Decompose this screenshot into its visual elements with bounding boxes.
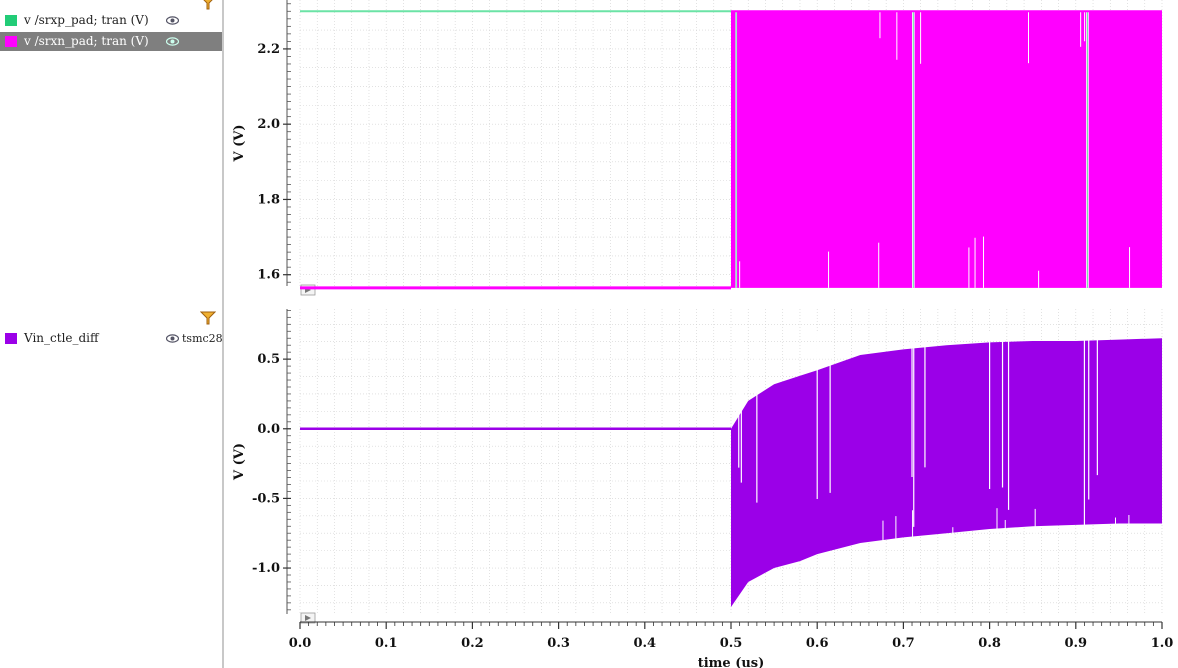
legend-item-srxn-pad[interactable]: v /srxn_pad; tran (V) (0, 32, 222, 51)
x-tick-label: 0.6 (806, 636, 829, 651)
x-axis-title: time (us) (698, 656, 765, 668)
legend-swatch-vin (5, 333, 17, 344)
x-tick-label: 1.0 (1151, 636, 1174, 651)
x-tick-label: 0.0 (289, 636, 312, 651)
legend-item-srxp-pad[interactable]: v /srxp_pad; tran (V) (0, 11, 222, 30)
legend-extra-text: tsmc28 (182, 332, 222, 345)
legend-label: v /srxp_pad; tran (V) (24, 13, 149, 27)
series-srxn-band (731, 11, 1162, 288)
x-axis: 0.0 0.1 0.2 0.3 0.4 0.5 0.6 0.7 0.8 0.9 1.0 time (u… (289, 621, 1174, 668)
filter-icon[interactable] (200, 0, 216, 10)
x-tick-label: 0.7 (892, 636, 915, 651)
y-tick-label: 0.5 (257, 352, 280, 367)
x-tick-label: 0.8 (978, 636, 1001, 651)
x-tick-label: 0.9 (1064, 636, 1087, 651)
y-tick-label: 2.2 (257, 42, 280, 57)
x-tick-label: 0.4 (633, 636, 656, 651)
legend-item-vin-ctle-diff[interactable]: Vin_ctle_diff tsmc28 (0, 329, 222, 348)
legend-label: v /srxn_pad; tran (V) (24, 34, 149, 48)
y-tick-label: 0.0 (257, 422, 280, 437)
y-tick-label: 1.6 (257, 268, 280, 283)
y-axis-title: V (V) (232, 443, 247, 481)
series-vin-envelope (731, 338, 1162, 607)
eye-icon[interactable] (166, 37, 179, 46)
y-tick-label: 1.8 (257, 192, 280, 207)
x-tick-label: 0.5 (720, 636, 743, 651)
eye-icon[interactable] (166, 16, 179, 25)
play-icon (305, 615, 311, 621)
eye-icon[interactable] (166, 334, 179, 343)
x-tick-label: 0.2 (461, 636, 484, 651)
y-axis-title: V (V) (232, 124, 247, 162)
filter-icon[interactable] (200, 311, 216, 325)
legend-swatch-srxn (5, 36, 17, 47)
y-tick-label: -0.5 (252, 491, 280, 506)
legend-label: Vin_ctle_diff (24, 331, 99, 345)
legend-divider (222, 0, 224, 668)
legend-pane: v /srxp_pad; tran (V) v /srxn_pad; tran … (0, 0, 222, 668)
x-tick-label: 0.3 (547, 636, 570, 651)
x-tick-label: 0.1 (375, 636, 398, 651)
y-tick-label: -1.0 (252, 561, 280, 576)
y-tick-label: 2.0 (257, 117, 280, 132)
legend-swatch-srxp (5, 15, 17, 26)
bottom-panel: -1.0 -0.5 0.0 0.5 V (V) (232, 309, 1163, 624)
top-panel: 1.6 1.8 2.0 2.2 V (V) (232, 0, 1163, 296)
